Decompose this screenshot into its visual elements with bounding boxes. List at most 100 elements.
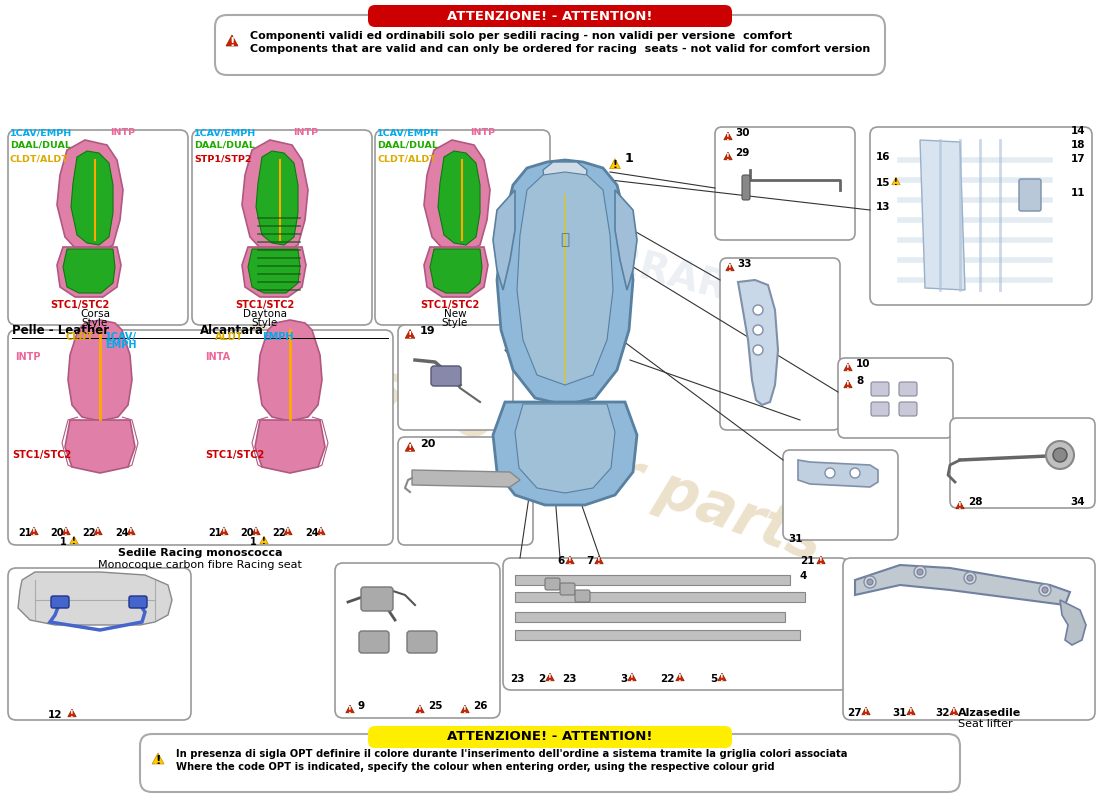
FancyBboxPatch shape [192,130,372,325]
Polygon shape [718,673,726,681]
Polygon shape [906,707,915,715]
Text: !: ! [155,754,161,767]
Text: 1CAV/: 1CAV/ [104,332,136,342]
Text: 1: 1 [250,537,256,547]
Text: New: New [443,309,466,319]
Text: !: ! [319,528,323,537]
Text: 28: 28 [968,497,982,507]
Text: !: ! [894,178,898,187]
FancyBboxPatch shape [140,734,960,792]
Text: 20: 20 [420,439,436,449]
Polygon shape [628,673,636,681]
Text: 27: 27 [847,708,861,718]
FancyBboxPatch shape [843,558,1094,720]
Text: 12: 12 [47,710,63,720]
Circle shape [1053,448,1067,462]
FancyBboxPatch shape [8,130,188,325]
Text: !: ! [286,528,290,537]
Circle shape [1042,587,1048,593]
Polygon shape [220,527,228,534]
Text: !: ! [96,528,100,537]
Polygon shape [546,673,554,681]
Text: Where the code OPT is indicated, specify the colour when entering order, using t: Where the code OPT is indicated, specify… [176,762,774,772]
Text: Seat lifter: Seat lifter [958,719,1013,729]
Text: STC1/STC2: STC1/STC2 [205,450,264,460]
Polygon shape [30,527,38,534]
Text: !: ! [613,161,617,170]
Polygon shape [892,177,900,185]
Text: 22: 22 [272,528,286,538]
Polygon shape [412,470,520,487]
Text: INTP: INTP [293,128,318,137]
Text: 22: 22 [82,528,96,538]
Text: STP1/STP2: STP1/STP2 [194,155,252,164]
Bar [515,575,790,585]
Polygon shape [284,527,293,534]
Polygon shape [855,565,1070,605]
FancyBboxPatch shape [368,726,732,748]
Text: 32: 32 [935,708,949,718]
FancyBboxPatch shape [51,596,69,608]
Polygon shape [416,705,425,713]
Text: Alcantara: Alcantara [200,324,264,337]
Text: !: ! [222,528,226,537]
Text: DAAL/DUAL: DAAL/DUAL [10,141,70,150]
Polygon shape [260,536,268,544]
Text: Sedile Racing monoscocca: Sedile Racing monoscocca [118,548,283,558]
FancyBboxPatch shape [544,578,560,590]
Text: Pelle - Leather: Pelle - Leather [12,324,109,337]
Polygon shape [242,247,306,297]
Text: INTP: INTP [110,128,135,137]
Text: Style: Style [81,318,108,328]
Polygon shape [242,140,308,253]
Polygon shape [844,380,852,388]
Text: 9: 9 [358,701,365,711]
Text: Daytona: Daytona [243,309,287,319]
Polygon shape [609,158,620,169]
Polygon shape [956,501,965,509]
Text: 19: 19 [420,326,436,336]
Text: !: ! [726,133,730,142]
Polygon shape [949,707,958,715]
Polygon shape [543,162,587,185]
FancyBboxPatch shape [899,402,917,416]
Polygon shape [405,330,415,338]
Text: EMPH: EMPH [262,332,294,342]
FancyBboxPatch shape [361,587,393,611]
Text: 1: 1 [60,537,67,547]
Text: 🐎: 🐎 [560,233,570,247]
Text: !: ! [262,537,266,546]
FancyBboxPatch shape [8,568,191,720]
Text: !: ! [348,706,352,715]
Polygon shape [255,420,324,473]
Text: INTA: INTA [205,352,230,362]
Circle shape [864,576,876,588]
Text: INTP: INTP [470,128,495,137]
Polygon shape [595,556,603,564]
Text: FERRARI: FERRARI [554,227,746,313]
Text: DAAL/DUAL: DAAL/DUAL [377,141,438,150]
Polygon shape [405,442,415,451]
Polygon shape [424,140,490,253]
Text: !: ! [418,706,422,715]
Polygon shape [675,673,684,681]
Text: 16: 16 [876,152,891,162]
FancyBboxPatch shape [870,127,1092,305]
Text: 1CAV/EMPH: 1CAV/EMPH [194,128,256,137]
Text: !: ! [568,557,572,566]
Polygon shape [817,556,825,564]
Text: 10: 10 [856,359,870,369]
FancyBboxPatch shape [720,258,840,430]
Text: !: ! [408,444,412,453]
Text: Componenti validi ed ordinabili solo per sedili racing - non validi per versione: Componenti validi ed ordinabili solo per… [250,31,792,41]
Text: 18: 18 [1070,140,1085,150]
FancyBboxPatch shape [407,631,437,653]
FancyBboxPatch shape [871,402,889,416]
FancyBboxPatch shape [503,558,848,690]
Text: !: ! [229,36,234,49]
Polygon shape [152,753,164,764]
Polygon shape [920,140,965,290]
Text: Components that are valid and can only be ordered for racing  seats - not valid : Components that are valid and can only b… [250,44,870,54]
Polygon shape [345,705,354,713]
Circle shape [964,572,976,584]
